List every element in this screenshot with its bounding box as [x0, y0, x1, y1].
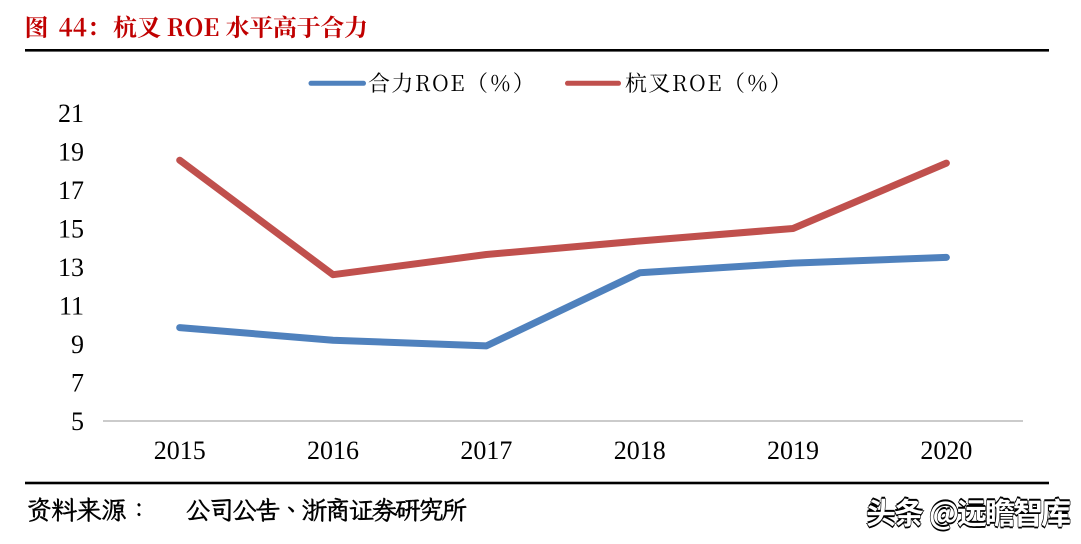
svg-text:21: 21 [58, 99, 84, 128]
svg-text:17: 17 [58, 176, 84, 205]
svg-text:2020: 2020 [920, 436, 972, 465]
svg-text:2015: 2015 [154, 436, 206, 465]
svg-text:9: 9 [71, 330, 84, 359]
svg-text:15: 15 [58, 215, 84, 244]
svg-text:2016: 2016 [307, 436, 359, 465]
svg-text:13: 13 [58, 253, 84, 282]
svg-text:5: 5 [71, 407, 84, 436]
svg-text:19: 19 [58, 138, 84, 167]
svg-text:2019: 2019 [767, 436, 819, 465]
svg-text:2017: 2017 [460, 436, 512, 465]
svg-text:7: 7 [71, 369, 84, 398]
svg-text:11: 11 [59, 292, 84, 321]
svg-text:2018: 2018 [614, 436, 666, 465]
